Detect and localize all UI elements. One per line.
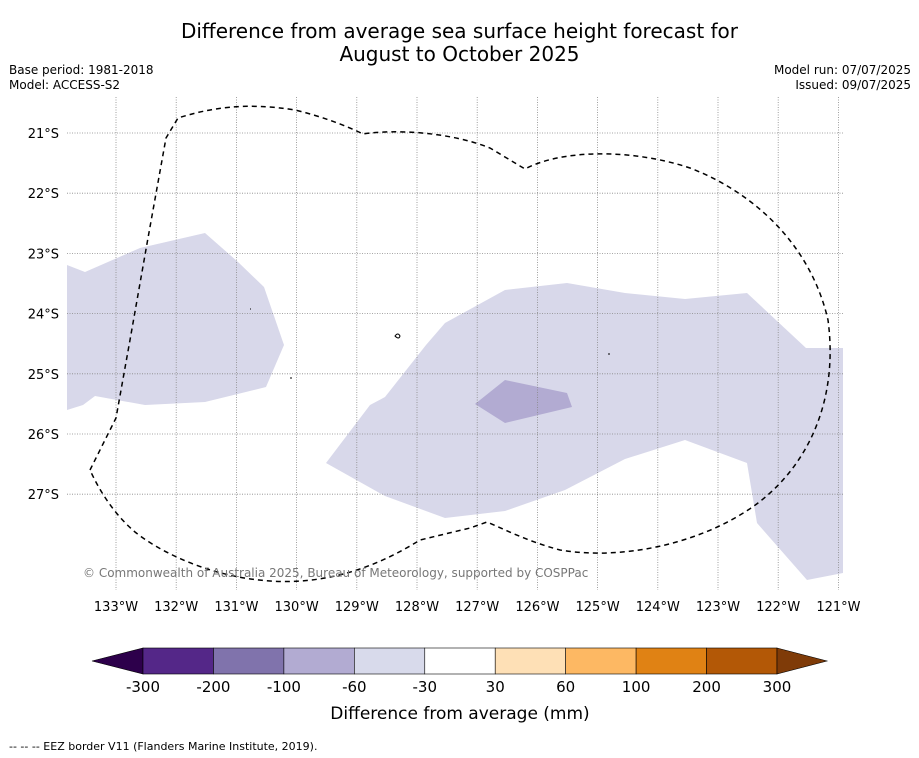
- chart-title-line1: Difference from average sea surface heig…: [180, 19, 739, 43]
- sea-surface-map: © Commonwealth of Australia 2025, Bureau…: [28, 97, 861, 615]
- latitude-label: 25°S: [28, 368, 59, 383]
- colorbar-tick-label: -100: [267, 678, 301, 696]
- base-period-text: Base period: 1981-2018: [9, 63, 154, 77]
- latitude-label: 22°S: [28, 187, 59, 202]
- latitude-label: 23°S: [28, 247, 59, 262]
- longitude-label: 121°W: [816, 600, 860, 615]
- latitude-label: 21°S: [28, 127, 59, 142]
- footnote-eez: -- -- -- EEZ border V11 (Flanders Marine…: [9, 740, 318, 753]
- eez-border: [89, 105, 831, 583]
- anomaly-layer: [67, 233, 843, 580]
- colorbar-tick-label: -200: [196, 678, 230, 696]
- anomaly-region-east: [326, 283, 843, 580]
- longitude-label: 131°W: [214, 600, 258, 615]
- longitude-label: 133°W: [94, 600, 138, 615]
- latitude-labels: 21°S 22°S 23°S 24°S 25°S 26°S 27°S: [28, 127, 59, 503]
- longitude-label: 125°W: [576, 600, 620, 615]
- colorbar-tick-label: 30: [486, 678, 505, 696]
- latitude-label: 24°S: [28, 308, 59, 323]
- longitude-label: 127°W: [455, 600, 499, 615]
- small-contour-a: [394, 333, 401, 339]
- issued-text: Issued: 09/07/2025: [795, 78, 911, 92]
- longitude-label: 132°W: [154, 600, 198, 615]
- longitude-label: 129°W: [335, 600, 379, 615]
- colorbar-segment: [635, 647, 707, 675]
- colorbar-segment: [424, 647, 496, 675]
- model-text: Model: ACCESS-S2: [9, 78, 121, 92]
- header-right: Model run: 07/07/2025 Issued: 09/07/2025: [774, 63, 911, 93]
- colorbar-extend-low: [91, 647, 144, 675]
- anomaly-region-west: [67, 233, 284, 410]
- model-run-text: Model run: 07/07/2025: [773, 63, 911, 77]
- colorbar-segment: [213, 647, 285, 675]
- colorbar-tick-label: 200: [692, 678, 721, 696]
- colorbar-segment: [565, 647, 637, 675]
- longitude-label: 130°W: [275, 600, 319, 615]
- colorbar-tick-label: -60: [342, 678, 367, 696]
- longitude-label: 128°W: [395, 600, 439, 615]
- colorbar-label: Difference from average (mm): [330, 704, 589, 724]
- colorbar-segment: [494, 647, 566, 675]
- colorbar-segment: [354, 647, 426, 675]
- latitude-label: 26°S: [28, 428, 59, 443]
- colorbar-segment: [706, 647, 778, 675]
- copyright-text: © Commonwealth of Australia 2025, Bureau…: [83, 566, 588, 580]
- longitude-label: 123°W: [696, 600, 740, 615]
- colorbar-segment: [142, 647, 214, 675]
- colorbar-tick-label: 60: [556, 678, 575, 696]
- longitude-label: 122°W: [756, 600, 800, 615]
- colorbar-tick-label: -30: [413, 678, 438, 696]
- colorbar-tick-label: 300: [763, 678, 792, 696]
- graticule: [67, 97, 843, 590]
- header-left: Base period: 1981-2018 Model: ACCESS-S2: [9, 63, 154, 93]
- colorbar-tick-labels: -300 -200 -100 -60 -30 30 60 100 200 300: [126, 678, 791, 696]
- colorbar-extend-high: [776, 647, 829, 675]
- anomaly-core-east: [475, 380, 572, 423]
- colorbar-tick-label: -300: [126, 678, 160, 696]
- longitude-label: 126°W: [515, 600, 559, 615]
- latitude-label: 27°S: [28, 488, 59, 503]
- colorbar-tick-label: 100: [622, 678, 651, 696]
- chart-title-line2: August to October 2025: [339, 42, 580, 66]
- longitude-labels: 133°W 132°W 131°W 130°W 129°W 128°W 127°W 126°W…: [94, 600, 861, 615]
- longitude-label: 124°W: [636, 600, 680, 615]
- colorbar-segments: [91, 647, 829, 675]
- colorbar-segment: [283, 647, 355, 675]
